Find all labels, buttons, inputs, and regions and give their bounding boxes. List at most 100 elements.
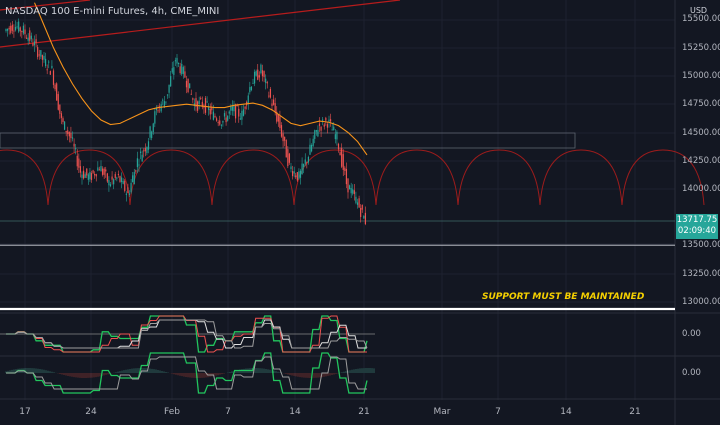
candle	[280, 125, 283, 137]
candle	[244, 106, 246, 109]
candle	[261, 70, 264, 77]
last-price-value: 13717.75	[676, 215, 718, 225]
candle	[258, 75, 260, 78]
candle	[315, 130, 317, 132]
candle	[360, 208, 362, 217]
candle	[155, 107, 158, 111]
candle	[190, 93, 192, 95]
candle	[325, 117, 327, 121]
candle	[187, 78, 189, 93]
price-tick: 15500.00	[682, 14, 720, 24]
time-tick: Mar	[433, 407, 451, 417]
candle	[14, 26, 17, 31]
candle	[314, 130, 316, 139]
trendline	[0, 0, 401, 48]
candle	[355, 196, 357, 203]
candle	[304, 159, 306, 164]
candle	[220, 124, 222, 126]
candle	[228, 111, 230, 114]
candle	[38, 54, 40, 56]
candle	[223, 113, 226, 117]
cycle-arcs	[0, 149, 705, 206]
candle	[147, 141, 150, 150]
time-tick: Feb	[164, 407, 180, 417]
candle	[241, 110, 243, 120]
candle	[291, 171, 294, 177]
candle	[135, 170, 137, 172]
candle	[174, 60, 177, 62]
candle	[19, 27, 21, 32]
candle	[166, 94, 169, 96]
oscillator-1-slow-signal	[6, 319, 368, 349]
candle	[204, 98, 207, 113]
candle	[233, 105, 235, 112]
candle	[152, 123, 154, 133]
candle	[356, 202, 359, 205]
candle	[209, 109, 211, 115]
candle	[198, 100, 200, 105]
candle	[303, 163, 305, 168]
candle	[272, 99, 275, 105]
candle	[65, 131, 67, 133]
candle	[130, 182, 132, 193]
candle	[144, 148, 146, 152]
time-tick: 24	[85, 407, 97, 417]
candle	[249, 87, 251, 93]
candle	[200, 97, 202, 99]
candle	[309, 144, 311, 155]
candle	[211, 107, 213, 111]
candle	[247, 95, 249, 104]
candle	[326, 124, 329, 128]
candle	[6, 28, 9, 31]
candle	[201, 101, 203, 107]
candle	[41, 55, 44, 60]
candle	[33, 41, 36, 46]
candle	[108, 180, 110, 186]
candle	[25, 37, 28, 39]
candle	[16, 26, 18, 28]
candle	[82, 170, 85, 179]
candle	[363, 215, 365, 219]
candle	[120, 177, 123, 182]
candle	[364, 212, 367, 225]
candle	[331, 129, 333, 131]
candle	[277, 114, 279, 122]
candle	[119, 176, 121, 182]
candle	[217, 122, 219, 124]
candle	[29, 30, 31, 41]
candle	[239, 118, 241, 120]
candle	[168, 84, 170, 93]
candle	[81, 174, 83, 178]
candle	[22, 25, 25, 34]
price-tick: 13500.00	[682, 240, 720, 250]
candle	[136, 158, 139, 168]
candle	[11, 24, 13, 31]
price-tick: 15000.00	[682, 71, 720, 81]
candle	[238, 108, 240, 117]
candle	[27, 37, 29, 41]
oscillator-2-macd-line	[6, 352, 368, 394]
candle	[348, 185, 351, 190]
candle	[212, 111, 215, 120]
candle	[40, 50, 42, 57]
candle	[182, 67, 184, 74]
candle	[345, 168, 348, 185]
candle	[160, 104, 162, 112]
price-tick: 14250.00	[682, 156, 720, 166]
candle	[63, 121, 66, 130]
time-tick: 7	[495, 407, 501, 417]
candle	[285, 140, 287, 158]
candle	[195, 98, 197, 107]
candle	[113, 179, 115, 185]
candle	[46, 69, 48, 71]
candle	[57, 94, 59, 110]
candle	[97, 167, 99, 171]
candle	[56, 83, 58, 101]
candle	[13, 30, 15, 32]
candle	[293, 171, 295, 174]
candle	[101, 168, 104, 175]
candle	[173, 67, 175, 75]
candle	[214, 115, 216, 118]
candle	[114, 174, 116, 178]
